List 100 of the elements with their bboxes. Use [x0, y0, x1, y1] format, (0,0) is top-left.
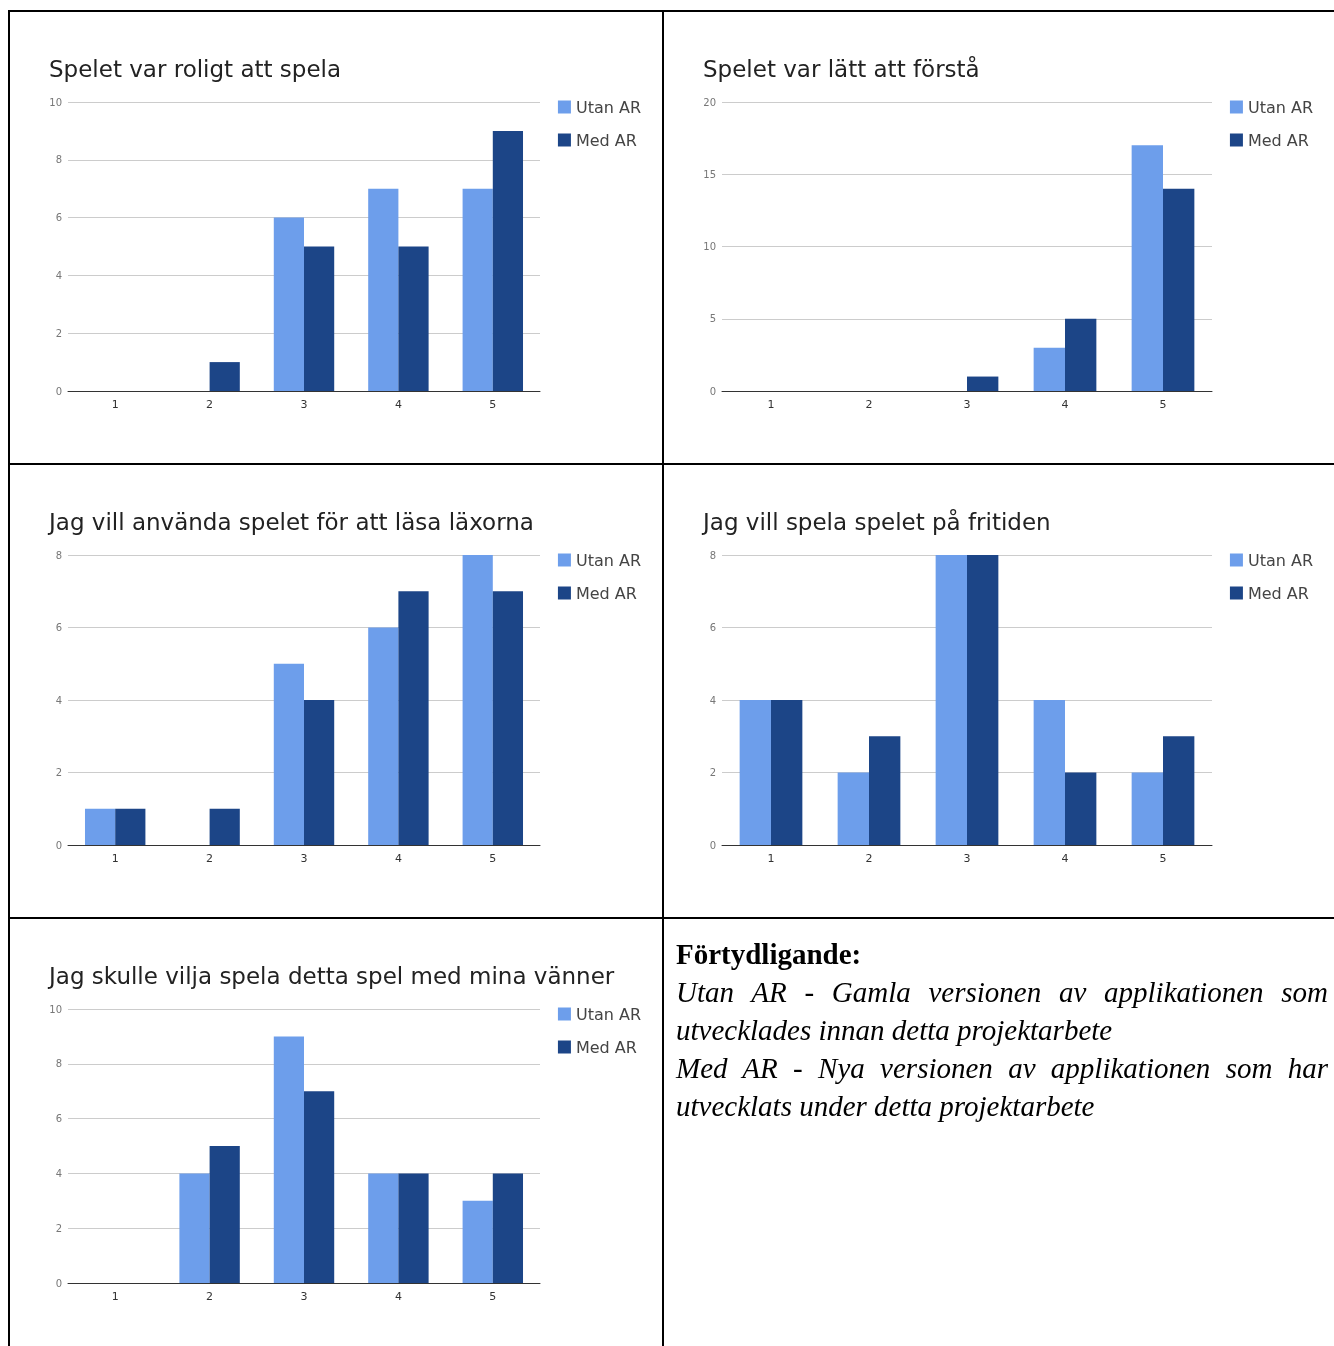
y-tick-label: 15	[703, 168, 716, 180]
bar	[368, 627, 399, 845]
x-tick-label: 4	[394, 1290, 402, 1303]
y-tick-label: 0	[55, 839, 62, 851]
text: Med AR - Nya versionen av applikationen som har utvecklats under detta projektarbete	[676, 1051, 1328, 1124]
bar	[209, 808, 240, 845]
y-tick-label: 4	[55, 269, 62, 281]
legend-label: Utan AR	[575, 550, 641, 570]
x-tick-label: 5	[489, 398, 497, 411]
bar	[462, 188, 493, 391]
bar	[304, 246, 335, 391]
bar	[179, 1173, 210, 1283]
bar	[304, 700, 335, 845]
bar	[1131, 145, 1163, 391]
y-tick-label: 6	[709, 622, 716, 633]
y-tick-label: 2	[55, 327, 62, 339]
y-tick-label: 10	[49, 96, 62, 108]
x-tick-label: 4	[394, 852, 402, 865]
text: Utan AR - Gamla versionen av applikationen som utvecklades innan detta projektarbete	[676, 975, 1328, 1048]
bar	[1163, 188, 1195, 391]
bar	[869, 736, 901, 845]
bar	[368, 188, 399, 391]
bar	[771, 700, 803, 845]
legend-label: Med AR	[575, 130, 637, 150]
y-tick-label: 8	[55, 549, 62, 561]
y-tick-label: 8	[55, 154, 62, 166]
bar	[398, 1173, 429, 1283]
x-tick-label: 3	[300, 1290, 308, 1303]
y-tick-label: 10	[703, 241, 716, 252]
x-tick-label: 2	[865, 398, 873, 411]
bar	[273, 663, 304, 845]
y-tick-label: 6	[55, 1113, 62, 1125]
y-tick-label: 2	[709, 767, 716, 778]
legend-label: Med AR	[1247, 130, 1309, 150]
text: Förtydligande:	[676, 937, 863, 972]
bar	[209, 362, 240, 391]
legend-label: Utan AR	[1247, 550, 1313, 570]
y-tick-label: 0	[709, 385, 716, 397]
bar	[1163, 736, 1195, 845]
legend-label: Med AR	[575, 583, 637, 603]
x-tick-label: 2	[865, 852, 873, 865]
bar	[84, 808, 116, 845]
legend-label: Med AR	[1247, 583, 1309, 603]
x-tick-label: 3	[963, 398, 971, 411]
x-tick-label: 3	[300, 852, 308, 865]
bar	[492, 591, 524, 845]
y-tick-label: 10	[49, 1003, 62, 1015]
y-tick-label: 4	[55, 694, 62, 706]
x-tick-label: 1	[111, 852, 119, 865]
chart-title: Spelet var roligt att spela	[49, 55, 342, 82]
bar	[837, 772, 869, 845]
bar	[398, 591, 429, 845]
x-tick-label: 5	[489, 852, 497, 865]
bar	[462, 555, 493, 845]
chart-title: Jag skulle vilja spela detta spel med mina vänner	[47, 962, 615, 989]
chart-title: Jag vill spela spelet på fritiden	[701, 507, 1051, 535]
bar	[739, 700, 771, 845]
bar	[462, 1200, 493, 1283]
x-tick-label: 4	[394, 398, 402, 411]
bar	[115, 808, 146, 845]
y-tick-label: 2	[55, 1222, 62, 1234]
y-tick-label: 0	[55, 1277, 62, 1289]
x-tick-label: 5	[1159, 398, 1167, 411]
x-tick-label: 1	[111, 1290, 119, 1303]
y-tick-label: 5	[709, 313, 716, 325]
x-tick-label: 1	[111, 398, 119, 411]
y-tick-label: 6	[55, 212, 62, 224]
bar	[492, 1173, 524, 1283]
x-tick-label: 1	[767, 852, 775, 865]
bar	[967, 555, 999, 845]
y-tick-label: 20	[703, 96, 716, 108]
y-tick-label: 0	[55, 385, 62, 397]
bar	[1131, 772, 1163, 845]
bar	[273, 217, 304, 391]
x-tick-label: 5	[1159, 852, 1167, 865]
bar	[273, 1036, 304, 1283]
x-tick-label: 2	[206, 852, 214, 865]
bar	[398, 246, 429, 391]
bar	[492, 130, 524, 391]
y-tick-label: 0	[709, 839, 716, 851]
x-tick-label: 5	[489, 1290, 497, 1303]
bar	[1033, 700, 1065, 845]
bar	[368, 1173, 399, 1283]
legend-label: Utan AR	[575, 97, 641, 117]
chart-title: Jag vill använda spelet för att läsa läxorna	[47, 508, 534, 535]
legend-label: Utan AR	[1247, 97, 1313, 117]
bar	[209, 1146, 240, 1283]
x-tick-label: 3	[300, 398, 308, 411]
y-tick-label: 6	[55, 622, 62, 633]
y-tick-label: 8	[709, 549, 716, 561]
y-tick-label: 4	[55, 1167, 62, 1179]
x-tick-label: 1	[767, 398, 775, 411]
y-tick-label: 4	[709, 694, 716, 706]
bar	[967, 376, 999, 391]
y-tick-label: 2	[55, 767, 62, 778]
bar	[1065, 318, 1097, 391]
chart-title: Spelet var lätt att förstå	[703, 54, 980, 82]
x-tick-label: 4	[1061, 852, 1069, 865]
x-tick-label: 2	[206, 1290, 214, 1303]
bar	[1065, 772, 1097, 845]
